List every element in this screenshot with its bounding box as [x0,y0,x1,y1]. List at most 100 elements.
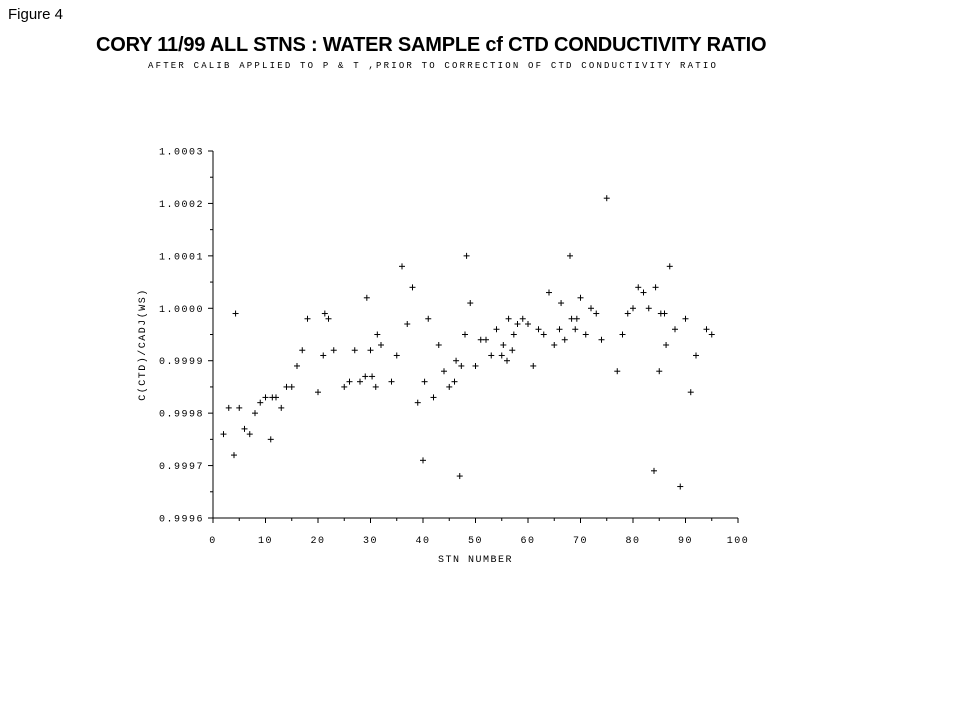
data-point [546,289,552,296]
y-axis-label: C(CTD)/CADJ(WS) [137,288,149,401]
data-point [273,394,279,401]
data-point [441,368,447,375]
data-point [556,326,563,333]
data-point [357,378,363,385]
data-point [257,399,264,406]
data-point [351,347,358,354]
axes: 0.9996 0.9997 0.9998 0.9999 1.0000 1.0001 1.00… [159,148,750,548]
y-tick-label: 1.0003 [159,148,204,159]
data-point [325,315,332,322]
data-point [231,452,237,459]
data-point [414,399,421,406]
data-point [346,378,353,385]
data-point [535,326,542,333]
data-point [451,378,458,385]
x-tick-label: 30 [363,536,378,547]
data-point [283,383,290,390]
y-tick-label: 0.9996 [159,515,204,526]
data-point [220,431,227,438]
data-point [367,347,374,354]
data-point [682,315,689,322]
data-point [577,294,584,301]
data-point [567,252,573,259]
data-point [593,310,600,317]
data-point [510,331,517,338]
data-point [374,331,381,338]
x-tick-label: 60 [520,536,535,547]
data-point [299,347,306,354]
x-tick-label: 100 [727,536,750,547]
data-point [551,341,558,348]
data-point [640,289,647,296]
data-point [453,357,460,364]
data-point [651,467,657,474]
data-point [588,305,594,312]
data-point [393,352,400,359]
data-point [488,352,495,359]
x-tick-label: 50 [468,536,483,547]
data-point [288,383,295,390]
x-axis-label: STN NUMBER [438,555,513,566]
x-tick-label: 80 [625,536,640,547]
data-point [252,410,258,417]
data-point [421,378,428,385]
data-point [568,315,575,322]
data-point [693,352,699,359]
data-point [672,326,678,333]
data-point [505,315,512,322]
x-tick-label: 0 [209,536,217,547]
data-point [504,357,510,364]
data-point [500,341,507,348]
data-point [362,373,369,380]
data-point [267,436,274,443]
data-point [372,383,379,390]
data-point [687,389,694,396]
data-point [320,352,327,359]
data-point [304,315,311,322]
data-point [509,347,516,354]
data-point [582,331,589,338]
data-point [446,383,453,390]
data-point [462,331,468,338]
data-point [708,331,715,338]
x-tick-label: 40 [415,536,430,547]
data-point [530,362,537,369]
data-points [220,195,715,490]
data-point [363,294,370,301]
data-point [241,425,248,432]
x-tick-label: 20 [310,536,325,547]
data-point [467,300,474,307]
data-point [540,331,547,338]
data-point [425,315,432,322]
data-point [435,341,442,348]
data-point [483,336,489,343]
data-point [624,310,631,317]
data-point [388,378,395,385]
data-point [656,368,663,375]
data-point [703,326,710,333]
data-point [378,341,384,348]
data-point [246,431,253,438]
data-point [663,341,670,348]
y-tick-label: 0.9998 [159,410,204,421]
data-point [262,394,269,401]
data-point [493,326,500,333]
data-point [558,300,565,307]
y-tick-label: 1.0002 [159,200,204,211]
y-tick-label: 0.9997 [159,462,204,473]
data-point [525,321,531,328]
chart-title: CORY 11/99 ALL STNS : WATER SAMPLE cf CT… [96,34,767,56]
data-point [278,404,285,411]
data-point [463,252,470,259]
data-point [498,352,505,359]
data-point [661,310,668,317]
data-point [330,347,337,354]
data-point [472,362,479,369]
data-point [514,321,521,328]
data-point [225,404,232,411]
data-point [369,373,376,380]
data-point [630,305,636,312]
data-point [572,326,579,333]
figure-label: Figure 4 [8,6,64,23]
